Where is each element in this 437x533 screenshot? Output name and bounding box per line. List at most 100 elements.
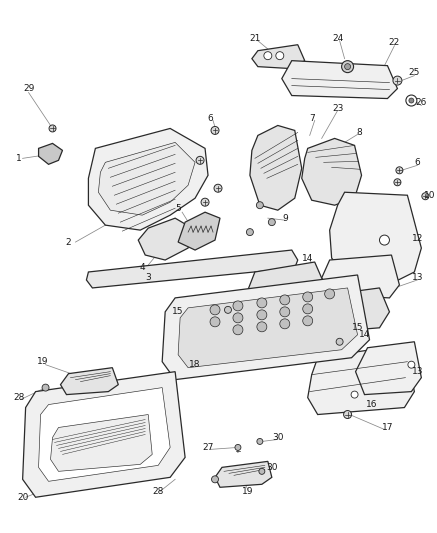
Text: 15: 15	[352, 324, 363, 332]
Text: 17: 17	[382, 423, 393, 432]
Circle shape	[408, 361, 415, 368]
Circle shape	[214, 184, 222, 192]
Circle shape	[210, 317, 220, 327]
Circle shape	[201, 198, 209, 206]
Circle shape	[406, 95, 417, 106]
Polygon shape	[252, 45, 305, 69]
Circle shape	[393, 76, 402, 85]
Text: 28: 28	[13, 393, 24, 402]
Text: 19: 19	[37, 357, 49, 366]
Circle shape	[257, 322, 267, 332]
Circle shape	[42, 384, 49, 391]
Text: 6: 6	[414, 158, 420, 167]
Text: 4: 4	[139, 263, 145, 272]
Circle shape	[336, 338, 343, 345]
Polygon shape	[302, 139, 361, 205]
Text: 9: 9	[282, 214, 288, 223]
Text: 27: 27	[202, 443, 214, 452]
Polygon shape	[282, 61, 397, 99]
Circle shape	[259, 469, 265, 474]
Circle shape	[379, 235, 389, 245]
Text: 18: 18	[189, 360, 201, 369]
Polygon shape	[250, 125, 302, 210]
Text: 14: 14	[302, 254, 313, 263]
Polygon shape	[200, 298, 242, 322]
Polygon shape	[138, 218, 192, 260]
Polygon shape	[98, 142, 195, 215]
Text: 6: 6	[207, 114, 213, 123]
Polygon shape	[23, 372, 185, 497]
Text: 21: 21	[249, 34, 260, 43]
Polygon shape	[215, 462, 272, 487]
Text: 7: 7	[309, 114, 315, 123]
Circle shape	[280, 307, 290, 317]
Polygon shape	[178, 288, 357, 368]
Circle shape	[303, 316, 313, 326]
Text: 24: 24	[332, 34, 343, 43]
Polygon shape	[178, 212, 220, 250]
Text: 25: 25	[409, 68, 420, 77]
Text: 23: 23	[332, 104, 343, 113]
Circle shape	[196, 156, 204, 164]
Text: 30: 30	[266, 463, 277, 472]
Text: 13: 13	[412, 367, 423, 376]
Text: 30: 30	[272, 433, 284, 442]
Circle shape	[396, 167, 403, 174]
Circle shape	[257, 310, 267, 320]
Polygon shape	[248, 262, 325, 308]
Circle shape	[211, 126, 219, 134]
Circle shape	[325, 289, 335, 299]
Circle shape	[303, 292, 313, 302]
Polygon shape	[87, 250, 298, 288]
Text: 14: 14	[359, 330, 370, 340]
Text: 1: 1	[16, 154, 21, 163]
Polygon shape	[312, 328, 346, 352]
Text: 20: 20	[17, 493, 28, 502]
Circle shape	[246, 229, 253, 236]
Circle shape	[257, 298, 267, 308]
Circle shape	[394, 179, 401, 186]
Circle shape	[235, 445, 241, 450]
Circle shape	[345, 63, 350, 70]
Circle shape	[257, 439, 263, 445]
Polygon shape	[162, 275, 370, 379]
Polygon shape	[88, 128, 208, 230]
Polygon shape	[38, 387, 170, 481]
Circle shape	[212, 476, 218, 483]
Polygon shape	[51, 415, 152, 471]
Circle shape	[233, 313, 243, 323]
Circle shape	[233, 301, 243, 311]
Circle shape	[280, 295, 290, 305]
Text: 19: 19	[242, 487, 253, 496]
Polygon shape	[329, 192, 421, 282]
Polygon shape	[322, 255, 399, 298]
Circle shape	[276, 52, 284, 60]
Text: 10: 10	[423, 191, 435, 200]
Text: 26: 26	[416, 98, 427, 107]
Circle shape	[343, 410, 352, 418]
Text: 15: 15	[172, 308, 184, 317]
Polygon shape	[320, 288, 389, 332]
Circle shape	[264, 52, 272, 60]
Circle shape	[233, 325, 243, 335]
Circle shape	[225, 306, 232, 313]
Text: 22: 22	[389, 38, 400, 47]
Text: 2: 2	[66, 238, 71, 247]
Text: 5: 5	[175, 204, 181, 213]
Circle shape	[257, 201, 264, 209]
Polygon shape	[38, 143, 62, 164]
Circle shape	[351, 391, 358, 398]
Text: 29: 29	[23, 84, 34, 93]
Circle shape	[303, 304, 313, 314]
Text: 12: 12	[412, 233, 423, 243]
Polygon shape	[60, 368, 118, 394]
Text: 8: 8	[357, 128, 362, 137]
Polygon shape	[356, 342, 421, 394]
Text: 3: 3	[146, 273, 151, 282]
Text: 28: 28	[153, 487, 164, 496]
Polygon shape	[308, 345, 414, 415]
Circle shape	[268, 219, 275, 225]
Circle shape	[210, 305, 220, 315]
Circle shape	[49, 125, 56, 132]
Text: 13: 13	[412, 273, 423, 282]
